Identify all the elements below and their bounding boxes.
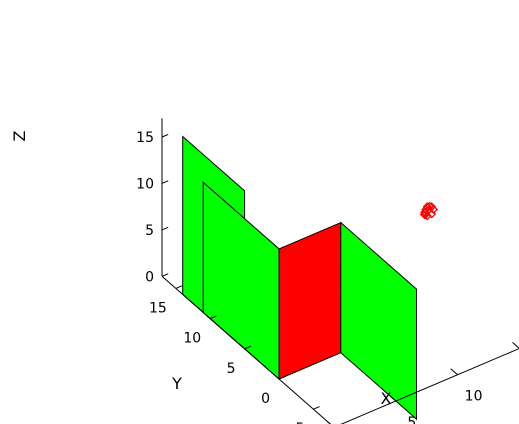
y-tick-15 [175, 285, 183, 289]
y-tick-0 [278, 375, 286, 380]
y-tick-label-10: 10 [183, 331, 201, 347]
marker-10 [420, 210, 430, 220]
x-tick-15 [512, 342, 519, 349]
marker-4 [422, 202, 432, 212]
x-tick-0 [326, 420, 331, 424]
center-red-wall [278, 221, 342, 380]
y-axis-line [161, 275, 331, 424]
y-tick-label--5: -5 [290, 421, 304, 424]
z-tick-label-15: 15 [136, 130, 154, 146]
y-tick-label-0: 0 [261, 391, 270, 407]
x-tick-10 [450, 368, 458, 376]
z-tick-label-0: 0 [145, 269, 154, 285]
walls-layer [182, 135, 417, 421]
z-tick-15 [161, 133, 169, 138]
z-axis-label: Z [10, 130, 29, 141]
x-axis-label: X [381, 389, 392, 408]
right-green-wall [340, 221, 417, 421]
marker-9 [424, 201, 435, 211]
x-axis-line [340, 348, 519, 424]
labels-layer: X Y Z [10, 130, 392, 408]
x-tick-label-10: 10 [465, 389, 483, 405]
z-tick-0 [161, 273, 169, 277]
y-tick-5 [244, 345, 251, 350]
z-tick-10 [161, 180, 169, 184]
y-tick--5 [313, 406, 320, 410]
y-tick-10 [210, 315, 217, 320]
x-tick-label-5: 5 [407, 415, 416, 424]
x-tick-5 [388, 394, 397, 402]
z-tick-5 [161, 226, 169, 231]
y-tick-label-5: 5 [227, 361, 236, 377]
markers-layer [419, 201, 439, 221]
y-axis-label: Y [171, 374, 182, 393]
z-tick-label-10: 10 [136, 176, 154, 192]
z-tick-label-5: 5 [145, 223, 154, 239]
y-tick-label-15: 15 [149, 300, 167, 316]
